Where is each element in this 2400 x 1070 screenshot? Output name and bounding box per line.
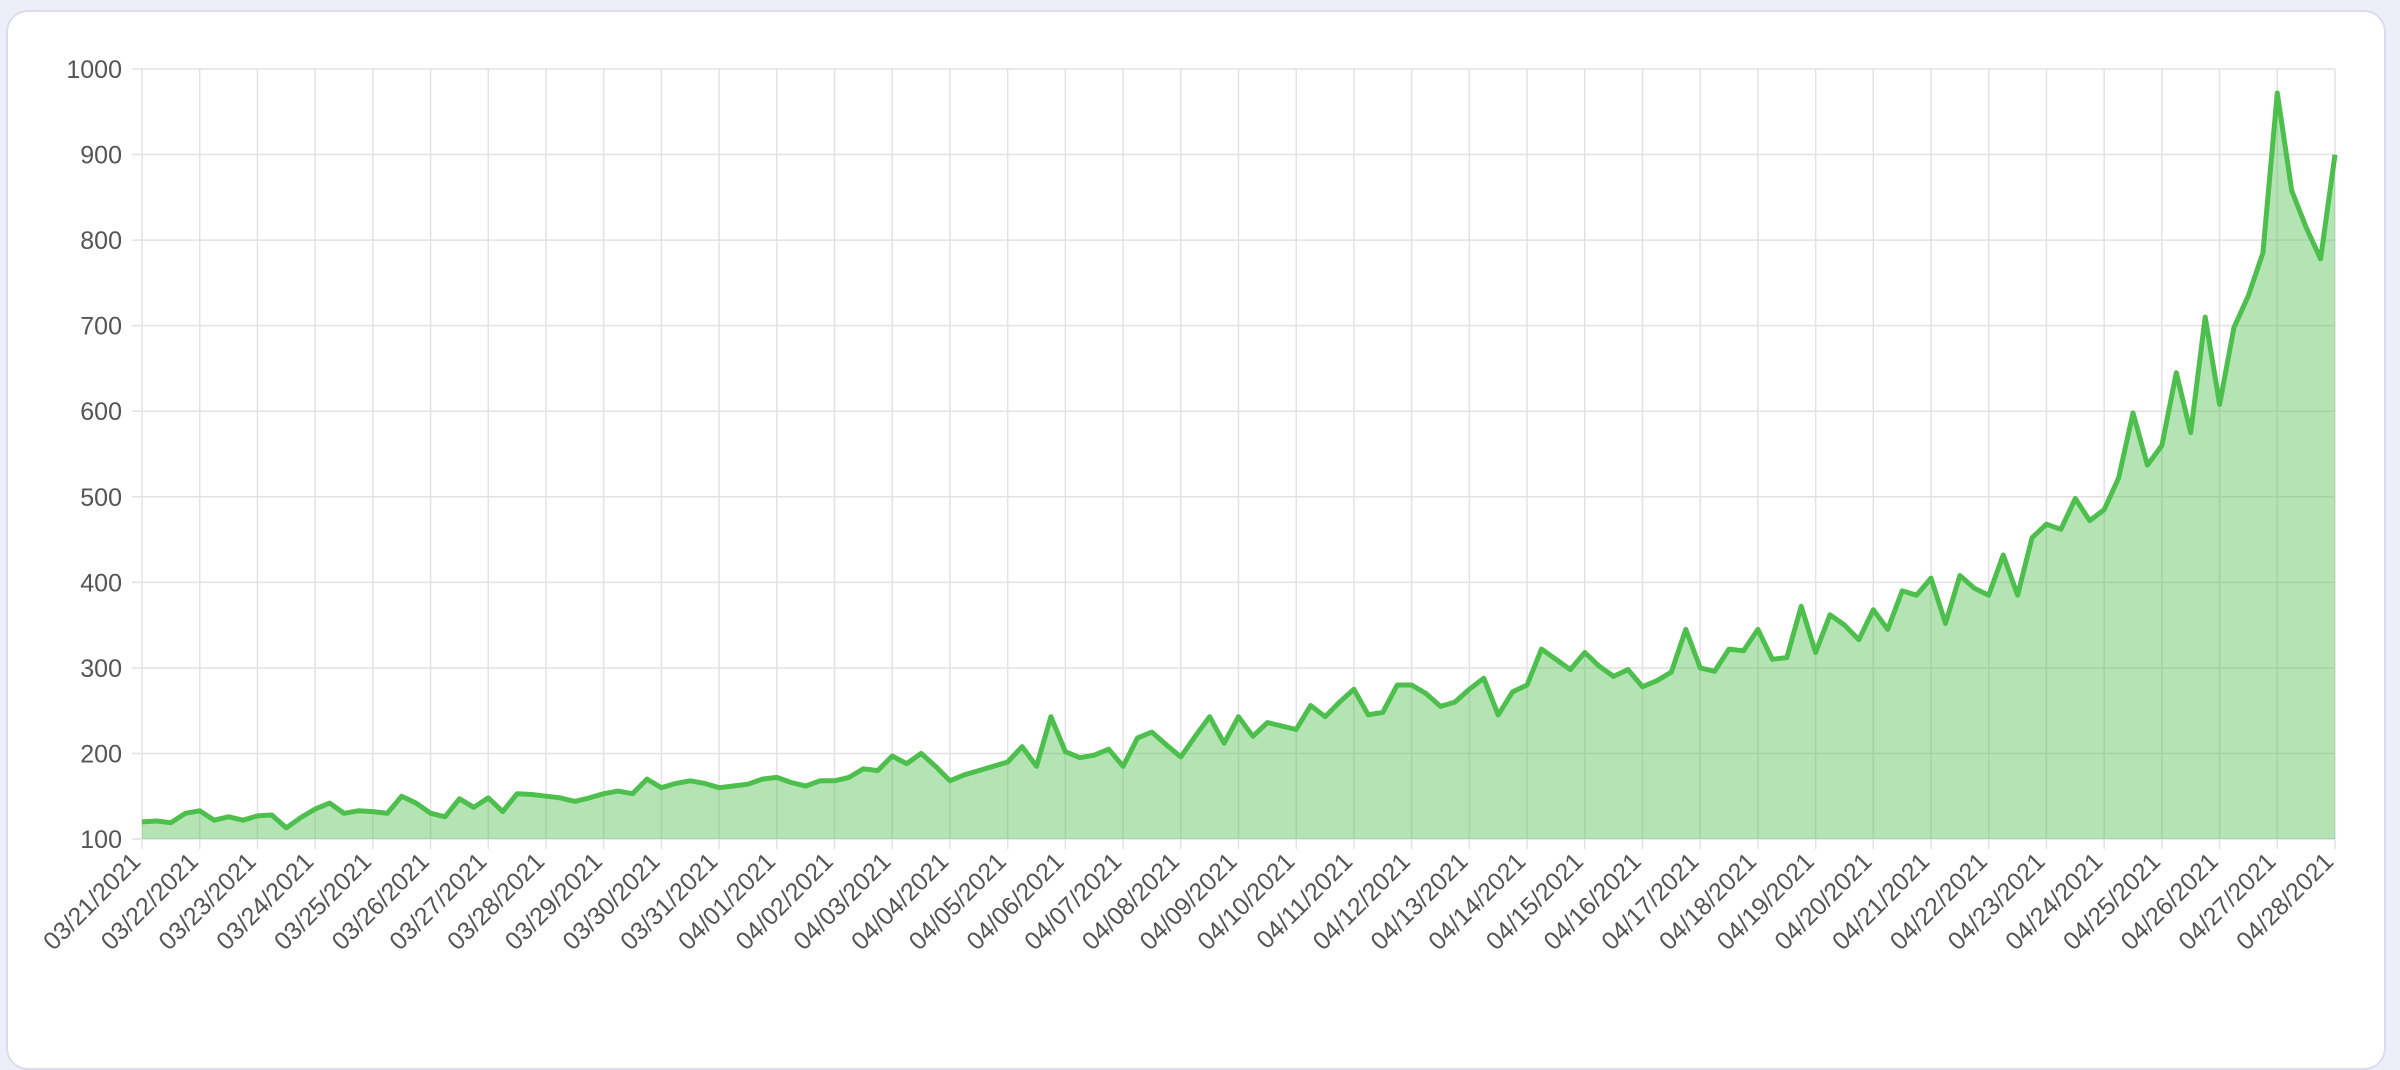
area <box>142 93 2335 839</box>
y-tick-label: 400 <box>80 569 122 597</box>
y-tick-label: 1000 <box>66 56 122 84</box>
line <box>141 90 2338 831</box>
y-tick-label: 500 <box>80 484 122 512</box>
y-tick-label: 200 <box>80 740 122 768</box>
y-tick-label: 700 <box>80 313 122 341</box>
y-tick-label: 600 <box>80 398 122 426</box>
y-tick-label: 100 <box>80 826 122 854</box>
y-tick-label: 800 <box>80 227 122 255</box>
y-tick-label: 300 <box>80 655 122 683</box>
y-tick-label: 900 <box>80 142 122 170</box>
